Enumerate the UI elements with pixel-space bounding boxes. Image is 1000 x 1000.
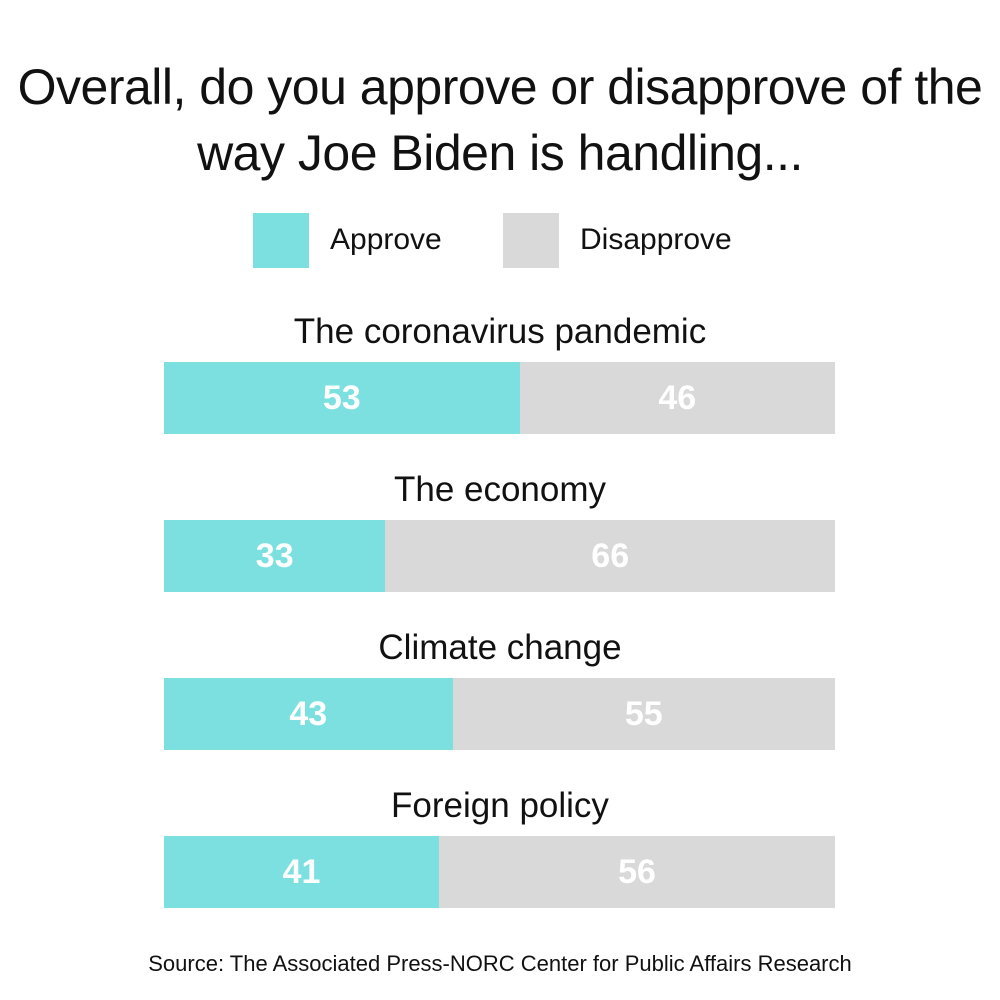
- category-label-the-coronavirus-pandemic: The coronavirus pandemic: [293, 312, 707, 351]
- data-label-disapprove-the-coronavirus-pandemic: 46: [658, 378, 697, 417]
- bar-row-the-economy: 33 66: [164, 520, 835, 592]
- data-label-approve-climate-change: 43: [289, 694, 328, 733]
- data-label-approve-foreign-policy: 41: [282, 852, 321, 891]
- bar-disapprove-the-economy: 66: [385, 520, 835, 592]
- data-label-disapprove-the-economy: 66: [591, 536, 630, 575]
- bar-approve-foreign-policy: 41: [164, 836, 440, 908]
- chart-title: Overall, do you approve or disapprove of…: [0, 54, 1000, 186]
- source-note: Source: The Associated Press-NORC Center…: [148, 951, 852, 976]
- legend-label-approve: Approve: [330, 223, 442, 256]
- legend-label-disapprove: Disapprove: [580, 223, 732, 256]
- legend-swatch-approve: [253, 213, 309, 268]
- bar-disapprove-climate-change: 55: [452, 678, 835, 750]
- bar-approve-climate-change: 43: [164, 678, 453, 750]
- category-label-foreign-policy: Foreign policy: [391, 786, 609, 825]
- data-label-approve-the-economy: 33: [255, 536, 294, 575]
- bar-approve-the-economy: 33: [164, 520, 386, 592]
- bar-disapprove-the-coronavirus-pandemic: 46: [519, 362, 835, 434]
- data-label-approve-the-coronavirus-pandemic: 53: [322, 378, 361, 417]
- bar-row-climate-change: 43 55: [164, 678, 835, 750]
- category-label-climate-change: Climate change: [378, 628, 622, 667]
- data-label-disapprove-foreign-policy: 56: [618, 852, 656, 891]
- legend-swatch-disapprove: [503, 213, 559, 268]
- bar-disapprove-foreign-policy: 56: [439, 836, 835, 908]
- legend: Approve Disapprove: [0, 213, 1000, 269]
- bar-approve-the-coronavirus-pandemic: 53: [164, 362, 520, 434]
- bar-row-foreign-policy: 41 56: [164, 836, 835, 908]
- bar-row-the-coronavirus-pandemic: 53 46: [164, 362, 835, 434]
- data-label-disapprove-climate-change: 55: [624, 694, 663, 733]
- category-label-the-economy: The economy: [393, 470, 607, 509]
- chart-title-text: Overall, do you approve or disapprove of…: [17, 59, 983, 181]
